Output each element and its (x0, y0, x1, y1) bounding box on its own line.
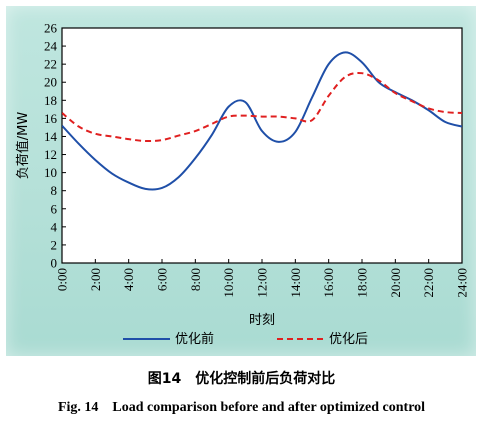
y-tick-label: 0 (51, 256, 58, 271)
y-tick-label: 4 (51, 219, 58, 234)
x-tick-label: 12:00 (255, 268, 270, 298)
x-tick-label: 14:00 (288, 268, 303, 298)
y-tick-label: 10 (44, 165, 57, 180)
x-tick-label: 0:00 (55, 268, 70, 291)
y-tick-label: 20 (44, 75, 57, 90)
x-tick-label: 16:00 (321, 268, 336, 298)
y-tick-label: 14 (44, 129, 58, 144)
y-tick-label: 22 (44, 57, 57, 72)
y-tick-label: 24 (44, 39, 58, 54)
legend: 优化前 优化后 (123, 331, 368, 347)
y-tick-label: 2 (51, 237, 58, 252)
series-group (62, 51, 462, 191)
y-tick-label: 18 (44, 93, 57, 108)
x-tick-label: 4:00 (121, 268, 136, 291)
x-tick-label: 24:00 (455, 268, 470, 298)
y-tick-label: 8 (51, 183, 58, 198)
legend-label-before: 优化前 (175, 331, 214, 347)
y-tick-label: 6 (51, 201, 58, 216)
x-axis-title: 时刻 (249, 313, 275, 328)
y-tick-label: 16 (44, 111, 58, 126)
figure-caption-cn: 图14 优化控制前后负荷对比 (147, 371, 336, 387)
x-axis: 0:00 2:00 4:00 6:00 8:00 10:00 12:00 14:00 16:00… (55, 259, 470, 298)
y-tick-label: 12 (44, 147, 57, 162)
y-axis-title: 负荷值/MW (15, 112, 31, 180)
x-tick-label: 2:00 (88, 268, 103, 291)
y-tick-label: 26 (44, 21, 58, 36)
series-line-after (62, 71, 462, 143)
legend-label-after: 优化后 (329, 332, 368, 347)
figure-caption-en: Fig. 14 Load comparison before and after… (57, 400, 426, 415)
x-tick-label: 22:00 (421, 268, 436, 298)
x-tick-label: 20:00 (388, 268, 403, 298)
x-tick-label: 18:00 (355, 268, 370, 298)
plot-area (61, 27, 463, 264)
x-tick-label: 10:00 (221, 268, 236, 298)
x-tick-label: 6:00 (155, 268, 170, 291)
x-tick-label: 8:00 (188, 268, 203, 291)
